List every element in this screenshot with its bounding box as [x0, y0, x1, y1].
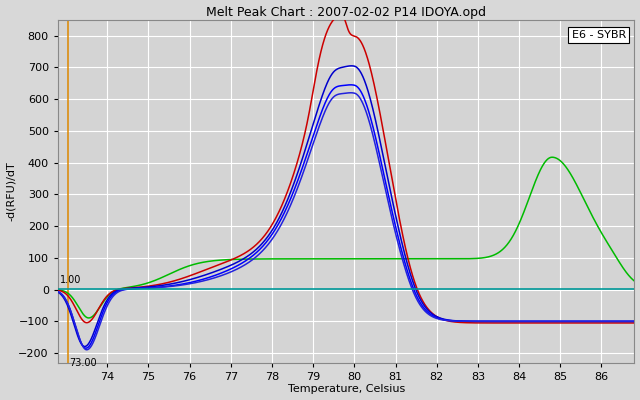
X-axis label: Temperature, Celsius: Temperature, Celsius [287, 384, 404, 394]
Text: 1.00: 1.00 [60, 275, 81, 285]
Text: E6 - SYBR: E6 - SYBR [572, 30, 626, 40]
Y-axis label: -d(RFU)/dT: -d(RFU)/dT [6, 161, 15, 221]
Text: 73.00: 73.00 [69, 358, 97, 368]
Title: Melt Peak Chart : 2007-02-02 P14 IDOYA.opd: Melt Peak Chart : 2007-02-02 P14 IDOYA.o… [206, 6, 486, 18]
